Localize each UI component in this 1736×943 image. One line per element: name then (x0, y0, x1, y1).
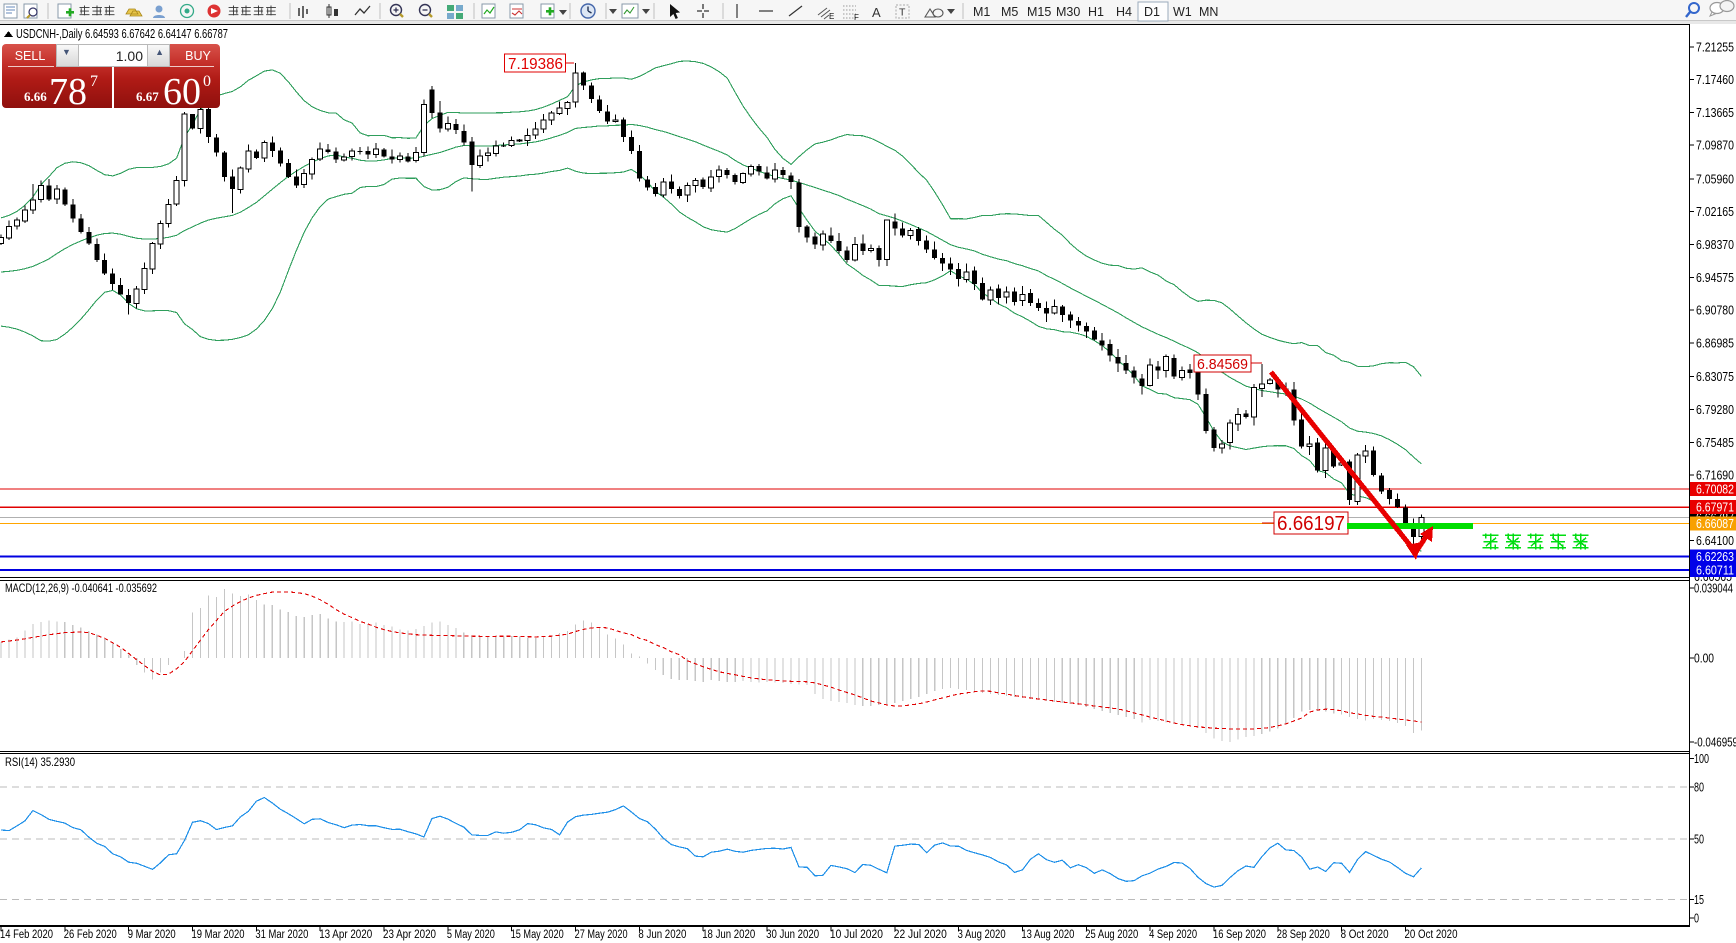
svg-text:15 May 2020: 15 May 2020 (511, 929, 564, 941)
svg-text:MACD(12,26,9) -0.040641 -0.035: MACD(12,26,9) -0.040641 -0.035692 (5, 581, 157, 595)
svg-text:22 Jul 2020: 22 Jul 2020 (894, 929, 947, 941)
svg-text:M5: M5 (1001, 5, 1018, 19)
svg-text:20 Oct 2020: 20 Oct 2020 (1405, 929, 1458, 941)
svg-text:80: 80 (1694, 781, 1704, 795)
svg-text:F: F (854, 13, 859, 22)
svg-text:7.21255: 7.21255 (1696, 40, 1734, 54)
svg-text:M1: M1 (973, 5, 990, 19)
svg-text:6.83075: 6.83075 (1696, 370, 1734, 384)
svg-text:31 Mar 2020: 31 Mar 2020 (255, 929, 308, 941)
svg-text:3 Aug 2020: 3 Aug 2020 (958, 929, 1006, 941)
svg-text:50: 50 (1694, 833, 1704, 847)
svg-text:6.67971: 6.67971 (1696, 501, 1734, 515)
svg-text:0.00: 0.00 (1694, 652, 1714, 666)
svg-text:A: A (872, 5, 881, 20)
svg-text:14 Feb 2020: 14 Feb 2020 (0, 929, 53, 941)
svg-text:6.90780: 6.90780 (1696, 304, 1734, 318)
svg-text:7.17460: 7.17460 (1696, 73, 1734, 87)
svg-text:9 Mar 2020: 9 Mar 2020 (128, 929, 176, 941)
svg-text:6.71690: 6.71690 (1696, 469, 1734, 483)
svg-text:6.60711: 6.60711 (1696, 563, 1734, 577)
svg-text:18 Jun 2020: 18 Jun 2020 (702, 929, 755, 941)
svg-text:E: E (829, 12, 834, 21)
svg-text:27 May 2020: 27 May 2020 (575, 929, 628, 941)
svg-text:D1: D1 (1144, 5, 1160, 19)
svg-text:7.19386: 7.19386 (508, 56, 563, 73)
svg-text:6.75485: 6.75485 (1696, 436, 1734, 450)
svg-text:6.64100: 6.64100 (1696, 534, 1734, 548)
svg-text:13 Aug 2020: 13 Aug 2020 (1021, 929, 1074, 941)
svg-text:7.02165: 7.02165 (1696, 205, 1734, 219)
svg-text:6.70082: 6.70082 (1696, 482, 1734, 496)
svg-text:M30: M30 (1056, 5, 1080, 19)
svg-text:6.84569: 6.84569 (1197, 356, 1248, 373)
svg-text:13 Apr 2020: 13 Apr 2020 (319, 929, 372, 941)
svg-text:16 Sep 2020: 16 Sep 2020 (1213, 929, 1266, 941)
svg-text:MN: MN (1199, 5, 1218, 19)
svg-text:25 Aug 2020: 25 Aug 2020 (1085, 929, 1138, 941)
svg-text:28 Sep 2020: 28 Sep 2020 (1277, 929, 1330, 941)
svg-text:4 Sep 2020: 4 Sep 2020 (1149, 929, 1197, 941)
svg-text:23 Apr 2020: 23 Apr 2020 (383, 929, 436, 941)
svg-text:0.039044: 0.039044 (1694, 582, 1733, 596)
svg-text:6.66197: 6.66197 (1277, 513, 1345, 535)
svg-text:7.13665: 7.13665 (1696, 106, 1734, 120)
svg-text:7.05960: 7.05960 (1696, 172, 1734, 186)
svg-text:19 Mar 2020: 19 Mar 2020 (192, 929, 245, 941)
svg-text:M15: M15 (1027, 5, 1051, 19)
svg-text:8 Jun 2020: 8 Jun 2020 (638, 929, 686, 941)
svg-text:USDCNH-,Daily 6.64593 6.67642: USDCNH-,Daily 6.64593 6.67642 6.64147 6.… (16, 27, 228, 41)
svg-text:-0.046959: -0.046959 (1694, 736, 1736, 750)
svg-text:H1: H1 (1088, 5, 1104, 19)
svg-text:8 Oct 2020: 8 Oct 2020 (1341, 929, 1389, 941)
svg-text:15: 15 (1694, 893, 1704, 907)
svg-text:6.86985: 6.86985 (1696, 336, 1734, 350)
svg-text:RSI(14) 35.2930: RSI(14) 35.2930 (5, 755, 75, 769)
svg-text:5 May 2020: 5 May 2020 (447, 929, 495, 941)
svg-text:6.98370: 6.98370 (1696, 238, 1734, 252)
svg-text:6.62263: 6.62263 (1696, 550, 1734, 564)
svg-text:W1: W1 (1173, 5, 1192, 19)
svg-text:6.66087: 6.66087 (1696, 517, 1734, 531)
svg-text:10 Jul 2020: 10 Jul 2020 (830, 929, 883, 941)
svg-text:H4: H4 (1116, 5, 1132, 19)
svg-text:T: T (899, 7, 906, 19)
svg-text:0: 0 (1694, 912, 1699, 926)
svg-text:30 Jun 2020: 30 Jun 2020 (766, 929, 819, 941)
svg-text:6.94575: 6.94575 (1696, 271, 1734, 285)
svg-text:26 Feb 2020: 26 Feb 2020 (64, 929, 117, 941)
svg-text:7.09870: 7.09870 (1696, 139, 1734, 153)
svg-text:100: 100 (1694, 752, 1709, 766)
svg-text:6.79280: 6.79280 (1696, 403, 1734, 417)
